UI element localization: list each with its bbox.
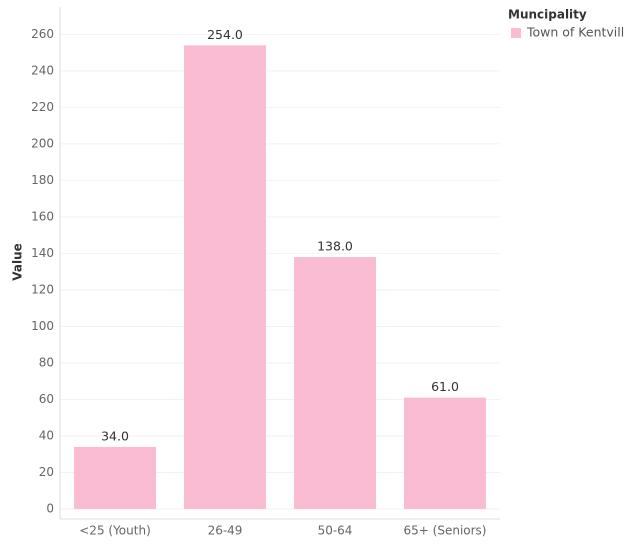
legend-label: Town of Kentvill: [526, 25, 624, 40]
data-label: 61.0: [431, 379, 459, 394]
bar: [184, 45, 266, 510]
y-tick-label: 20: [39, 465, 54, 479]
bar: [294, 257, 376, 509]
y-tick-label: 160: [31, 209, 54, 223]
y-tick-label: 240: [31, 63, 54, 77]
legend-title: Muncipality: [508, 8, 587, 22]
y-tick-label: 200: [31, 136, 54, 150]
y-tick-label: 180: [31, 173, 54, 187]
y-tick-label: 140: [31, 246, 54, 260]
data-label: 138.0: [317, 239, 353, 254]
bar: [74, 446, 156, 509]
legend-swatch: [511, 28, 521, 38]
y-tick-label: 100: [31, 319, 54, 333]
bar: [404, 397, 486, 509]
y-tick-label: 60: [39, 392, 54, 406]
y-tick-label: 0: [46, 502, 54, 516]
y-tick-label: 40: [39, 428, 54, 442]
data-label: 254.0: [207, 27, 243, 42]
y-axis-label: Value: [11, 243, 25, 281]
x-tick-label: 65+ (Seniors): [404, 524, 487, 538]
y-tick-label: 220: [31, 100, 54, 114]
y-tick-label: 120: [31, 282, 54, 296]
x-tick-label: <25 (Youth): [79, 524, 151, 538]
x-tick-label: 50-64: [318, 524, 353, 538]
data-label: 34.0: [101, 428, 129, 443]
x-tick-label: 26-49: [208, 524, 243, 538]
y-tick-label: 260: [31, 27, 54, 41]
y-tick-label: 80: [39, 355, 54, 369]
